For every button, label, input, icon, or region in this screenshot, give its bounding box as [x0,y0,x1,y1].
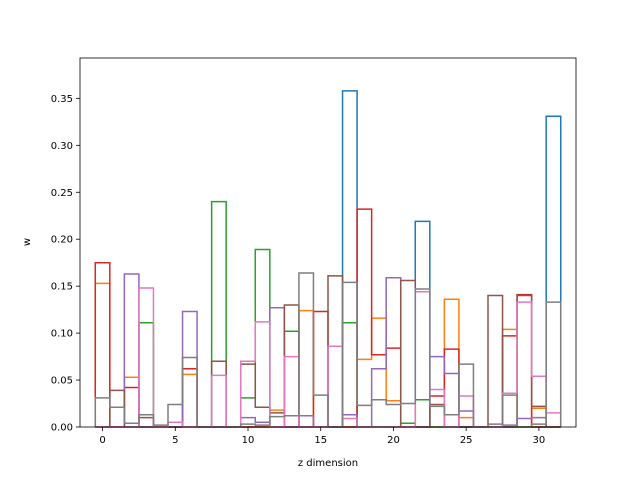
x-tick-label: 0 [99,435,105,446]
plot-frame [79,57,577,428]
y-tick-label: 0.05 [51,376,73,387]
x-tick-label: 30 [533,435,546,446]
x-tick-label: 5 [172,435,178,446]
y-tick-label: 0.20 [51,235,73,246]
y-tick-label: 0.00 [51,423,73,434]
y-tick-label: 0.15 [51,282,73,293]
x-tick-label: 20 [387,435,400,446]
y-tick-label: 0.35 [51,94,73,105]
y-axis-label: w [22,238,33,246]
x-tick-label: 15 [314,435,327,446]
x-tick-label: 25 [460,435,473,446]
y-tick-label: 0.10 [51,329,73,340]
x-tick-label: 10 [242,435,255,446]
y-axis-ticks: 0.00 0.05 0.10 0.15 0.20 0.25 0.30 0.35 [51,94,80,434]
y-tick-label: 0.25 [51,188,73,199]
y-tick-label: 0.30 [51,141,73,152]
x-axis-ticks: 0 5 10 15 20 25 30 [99,427,545,446]
x-axis-label: z dimension [298,458,358,469]
